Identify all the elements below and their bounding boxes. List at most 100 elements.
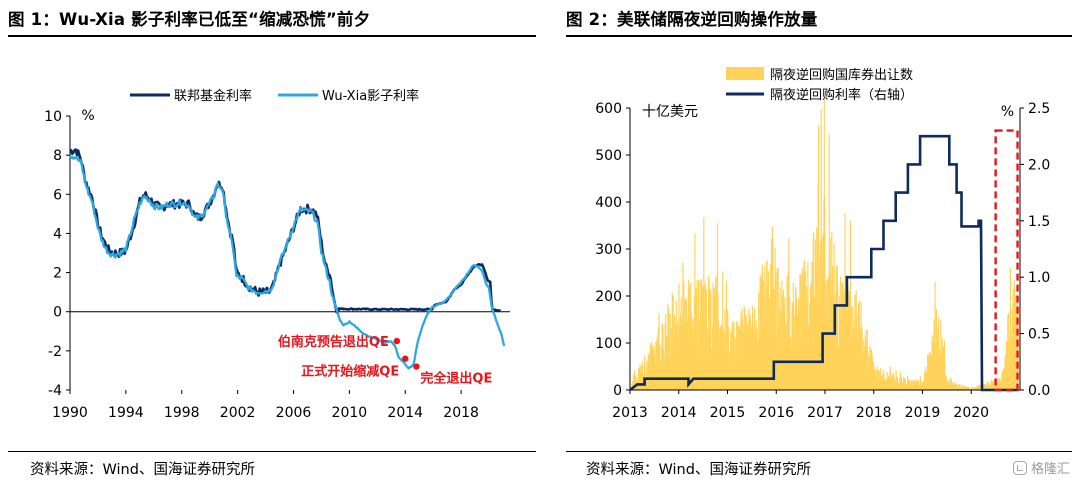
legend-label-line: 隔夜逆回购利率（右轴） — [770, 87, 913, 103]
reverse-repo-rate-line — [629, 134, 1018, 392]
reverse-repo-bar — [966, 386, 968, 390]
reverse-repo-bar — [702, 288, 704, 390]
x-tick-label: 2013 — [612, 405, 648, 421]
x-tick-label: 2018 — [856, 405, 892, 421]
reverse-repo-bar — [946, 379, 948, 390]
y-tick-label-right: 0.5 — [1028, 327, 1050, 343]
reverse-repo-bar — [866, 329, 868, 390]
x-tick-label: 2020 — [953, 405, 989, 421]
reverse-repo-bar — [818, 125, 820, 390]
reverse-repo-bar — [848, 295, 850, 390]
annotation-marker — [402, 355, 409, 362]
reverse-repo-bar — [842, 305, 844, 390]
y-axis-unit-left: 十亿美元 — [642, 104, 698, 120]
reverse-repo-bar — [650, 343, 652, 390]
y-axis-unit-right: % — [1001, 104, 1014, 120]
reverse-repo-bar — [724, 334, 727, 390]
reverse-repo-bar — [811, 294, 813, 390]
y-tick-label-left: 500 — [595, 148, 622, 164]
reverse-repo-bar — [783, 304, 785, 390]
reverse-repo-bar — [703, 217, 705, 390]
reverse-repo-bar — [900, 377, 902, 390]
reverse-repo-bar — [674, 328, 676, 390]
wu-xia-shadow-rate-chart: -4 -2 0 2 4 6 8 10 % 1990 1994 1998 2002 2006 2010 2014… — [44, 88, 510, 421]
y-tick-label-left: 100 — [595, 336, 622, 352]
y-tick-label: 10 — [44, 109, 62, 125]
reverse-repo-bar — [876, 366, 878, 390]
reverse-repo-bar — [911, 380, 913, 390]
reverse-repo-bar — [934, 282, 936, 390]
y-tick-label-left: 200 — [595, 289, 622, 305]
x-tick-label: 2015 — [710, 405, 746, 421]
reverse-repo-bar — [949, 377, 951, 390]
reverse-repo-bar — [779, 287, 781, 390]
reverse-repo-bar — [966, 386, 969, 390]
y-tick-label-left: 300 — [595, 242, 622, 258]
reverse-repo-bar — [870, 349, 872, 390]
annotation-marker — [413, 363, 420, 370]
reverse-repo-bar — [682, 262, 684, 390]
reverse-repo-bar — [834, 294, 836, 390]
reverse-repo-bar — [976, 385, 978, 390]
reverse-repo-bar — [831, 231, 833, 390]
x-tick-label: 1994 — [108, 405, 144, 421]
reverse-repo-bar — [992, 380, 994, 390]
reverse-repo-bar — [850, 305, 852, 390]
reverse-repo-bar — [1008, 312, 1010, 390]
reverse-repo-bar — [959, 384, 961, 390]
source-rule-right — [566, 451, 1072, 452]
reverse-repo-bar — [838, 296, 840, 390]
x-tick-label: 2014 — [387, 405, 423, 421]
legend-label: 联邦基金利率 — [174, 88, 252, 104]
reverse-repo-bar — [841, 282, 843, 390]
reverse-repo-bar — [892, 373, 894, 390]
reverse-repo-bar — [951, 383, 953, 390]
title-rule-left — [8, 35, 536, 37]
reverse-repo-bar — [813, 232, 815, 390]
legend-swatch-bars — [726, 67, 764, 80]
reverse-repo-bar — [1007, 315, 1009, 390]
reverse-repo-bar — [998, 378, 1000, 390]
reverse-repo-bar — [837, 286, 839, 390]
reverse-repo-bar — [796, 298, 798, 390]
annotation-label: 完全退出QE — [420, 371, 492, 387]
x-tick-label: 2018 — [443, 405, 479, 421]
reverse-repo-bar — [828, 134, 830, 390]
reverse-repo-bar — [873, 369, 875, 390]
reverse-repo-bar — [909, 379, 911, 390]
y-tick-label-left: 0 — [613, 383, 622, 399]
reverse-repo-bar — [726, 308, 728, 390]
reverse-repo-bar — [774, 247, 776, 390]
legend-label-bars: 隔夜逆回购国库券出让数 — [770, 67, 913, 83]
reverse-repo-bar — [895, 370, 897, 390]
reverse-repo-bar — [880, 368, 882, 390]
reverse-repo-bar — [708, 278, 710, 390]
overnight-reverse-repo-chart: 0 100 200 300 400 500 600 0.0 0.5 1.0 1.5 2.0 2.5 201… — [595, 67, 1050, 421]
reverse-repo-bar — [644, 355, 646, 390]
reverse-repo-bar — [849, 220, 852, 390]
y-tick-label-right: 1.0 — [1028, 270, 1050, 286]
reverse-repo-bar — [659, 345, 661, 390]
y-tick-label: -4 — [48, 383, 62, 399]
watermark: 格隆汇 — [1012, 458, 1070, 477]
y-tick-label-right: 2.0 — [1028, 157, 1050, 173]
reverse-repo-bar — [777, 268, 779, 390]
y-axis-unit: % — [81, 108, 94, 124]
y-tick-label: 0 — [53, 305, 62, 321]
figure-1-title: 图 1：Wu-Xia 影子利率已低至“缩减恐慌”前夕 — [8, 10, 371, 29]
reverse-repo-bar — [741, 318, 743, 390]
source-note-left: 资料来源：Wind、国海证券研究所 — [30, 462, 255, 478]
reverse-repo-bar — [940, 320, 942, 390]
reverse-repo-bar — [986, 381, 988, 390]
reverse-repo-bar — [846, 311, 848, 390]
reverse-repo-bar — [942, 346, 945, 390]
y-tick-label-left: 600 — [595, 101, 622, 117]
reverse-repo-bar — [675, 300, 677, 390]
reverse-repo-bar — [864, 337, 866, 390]
x-tick-label: 2014 — [661, 405, 697, 421]
y-tick-label-left: 400 — [595, 195, 622, 211]
annotation-label: 伯南克预告退出QE — [278, 334, 389, 350]
reverse-repo-bar — [938, 317, 940, 390]
reverse-repo-bar — [968, 388, 970, 390]
x-tick-label: 2016 — [758, 405, 794, 421]
